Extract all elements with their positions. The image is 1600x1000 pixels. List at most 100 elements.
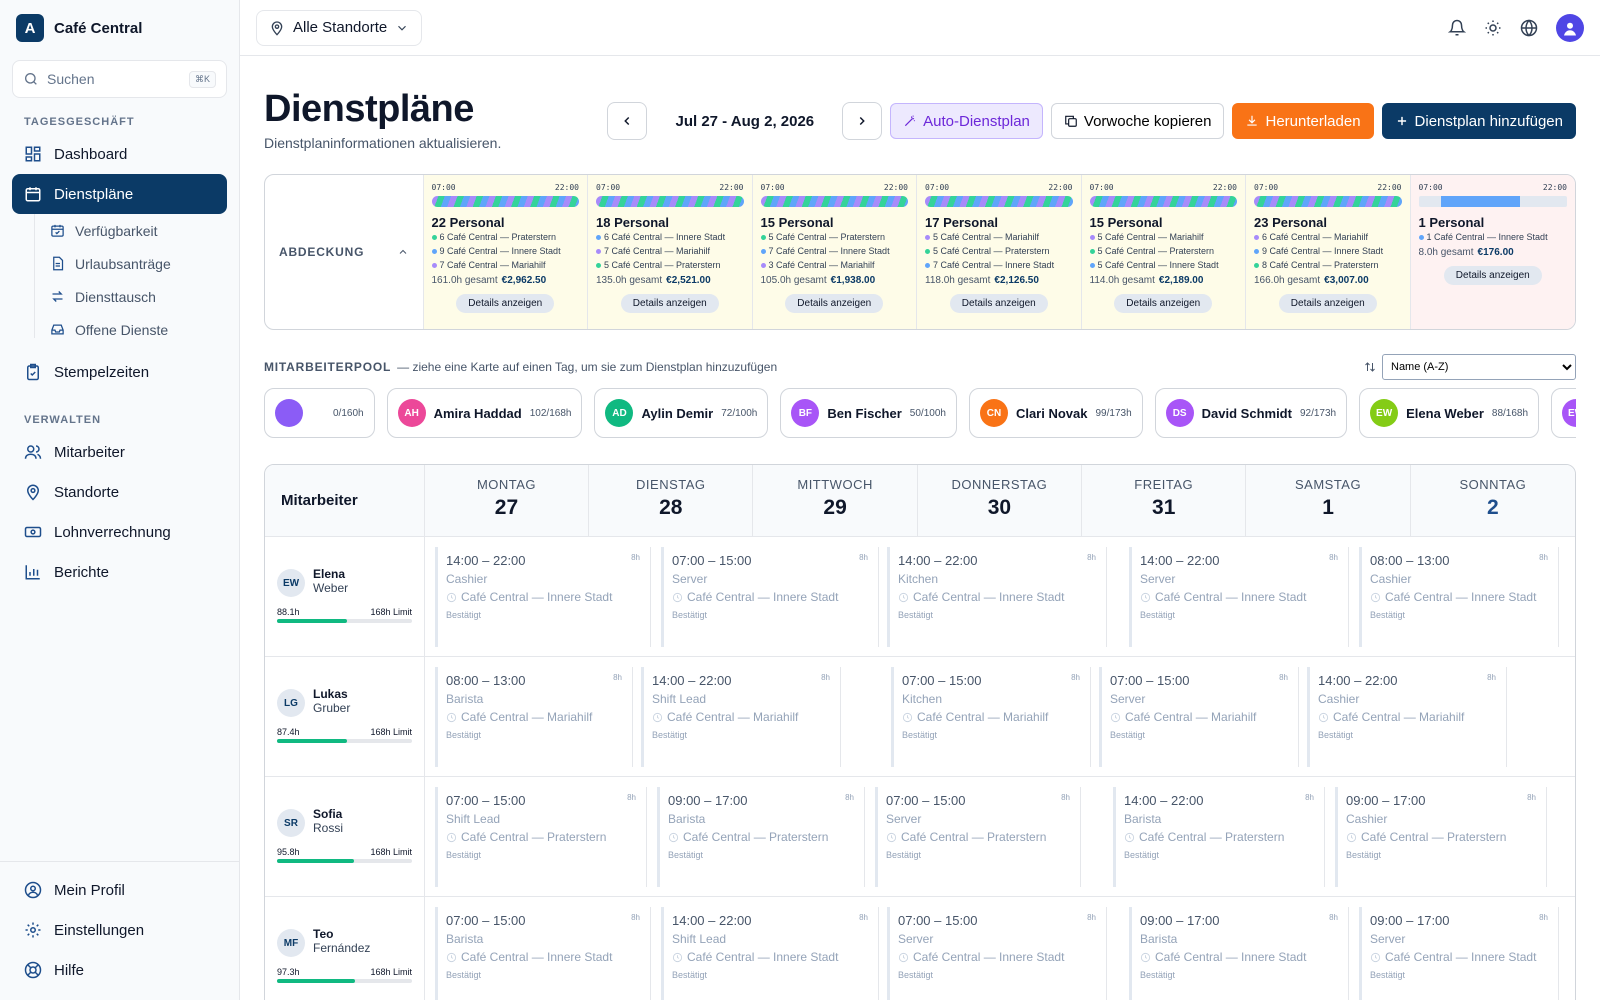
shift-location-label: Café Central — Innere Stadt xyxy=(1385,590,1537,604)
sidebar-item-reports[interactable]: Berichte xyxy=(12,552,227,592)
sort-select[interactable]: Name (A-Z) xyxy=(1382,354,1576,380)
shift-card[interactable]: 14:00 – 22:00 8h Shift Lead Café Central — … xyxy=(641,667,841,767)
shift-card[interactable]: 14:00 – 22:00 8h Shift Lead Café Central — … xyxy=(661,907,879,1000)
shift-card[interactable]: 09:00 – 17:00 8h Server Café Central — Inne… xyxy=(1359,907,1559,1000)
sidebar-subitem-availability[interactable]: Verfügbarkeit xyxy=(38,214,227,247)
details-button[interactable]: Details anzeigen xyxy=(1278,294,1377,313)
sidebar-item-locations[interactable]: Standorte xyxy=(12,472,227,512)
shift-time-range: 07:00 – 15:00 xyxy=(446,793,526,808)
shift-card[interactable]: 14:00 – 22:00 8h Cashier Café Central — Mar… xyxy=(1307,667,1507,767)
shift-location: Café Central — Innere Stadt xyxy=(672,590,868,604)
auto-schedule-button[interactable]: Auto-Dienstplan xyxy=(890,103,1043,139)
details-button[interactable]: Details anzeigen xyxy=(949,294,1048,313)
shift-card[interactable]: 07:00 – 15:00 8h Barista Café Central — Inn… xyxy=(435,907,651,1000)
clock-icon xyxy=(902,712,913,722)
employee-chip[interactable]: EWEli xyxy=(1551,388,1576,438)
shift-card[interactable]: 14:00 – 22:00 8h Barista Café Central — Pra… xyxy=(1113,787,1325,887)
sun-icon[interactable] xyxy=(1484,19,1502,37)
employee-chip[interactable]: AH Amira Haddad 102/168h xyxy=(386,388,583,438)
shift-card[interactable]: 07:00 – 15:00 8h Kitchen Café Central — Mar… xyxy=(891,667,1091,767)
shift-time: 07:00 – 15:00 8h xyxy=(902,673,1080,688)
sidebar-subitem-open-shifts[interactable]: Offene Dienste xyxy=(38,313,227,346)
shift-time-range: 14:00 – 22:00 xyxy=(1318,673,1398,688)
coverage-bar xyxy=(925,196,1073,207)
shift-duration: 8h xyxy=(859,913,868,922)
hours-progress-fill xyxy=(277,859,354,863)
clock-icon xyxy=(446,952,457,962)
sidebar-item-timeclock[interactable]: Stempelzeiten xyxy=(12,352,227,392)
sidebar-subitem-swap[interactable]: Diensttausch xyxy=(38,280,227,313)
employee-chip[interactable]: BF Ben Fischer 50/100h xyxy=(780,388,957,438)
shift-card[interactable]: 14:00 – 22:00 8h Cashier Café Central — Inn… xyxy=(435,547,651,647)
location-dot xyxy=(431,248,437,254)
shift-card[interactable]: 07:00 – 15:00 8h Server Café Central — Inne… xyxy=(887,907,1107,1000)
sidebar-item-dashboard[interactable]: Dashboard xyxy=(12,134,227,174)
location-dot xyxy=(596,262,601,268)
shift-card[interactable]: 14:00 – 22:00 8h Server Café Central — Inne… xyxy=(1129,547,1349,647)
employee-chip-name: Amira Haddad xyxy=(433,405,522,421)
shift-role: Server xyxy=(1370,932,1406,946)
next-week-button[interactable] xyxy=(842,102,883,140)
bell-icon[interactable] xyxy=(1448,19,1466,37)
sidebar-item-profile[interactable]: Mein Profil xyxy=(12,870,227,910)
shift-card[interactable]: 08:00 – 13:00 8h Cashier Café Central — Inn… xyxy=(1359,547,1559,647)
details-button[interactable]: Details anzeigen xyxy=(785,294,884,313)
copy-week-button[interactable]: Vorwoche kopieren xyxy=(1050,103,1225,139)
shift-location-label: Café Central — Innere Stadt xyxy=(461,950,613,964)
employee-last-name: Gruber xyxy=(313,701,351,715)
shift-card[interactable]: 07:00 – 15:00 8h Server Café Central — Inne… xyxy=(661,547,879,647)
details-button[interactable]: Details anzeigen xyxy=(1443,266,1542,285)
download-button[interactable]: Herunterladen xyxy=(1232,103,1374,139)
shift-card[interactable]: 09:00 – 17:00 8h Cashier Café Central — Pra… xyxy=(1335,787,1547,887)
sidebar-item-settings[interactable]: Einstellungen xyxy=(12,910,227,950)
hours-progress-bar xyxy=(277,619,412,623)
shift-card[interactable]: 08:00 – 13:00 8h Barista Café Central — Mar… xyxy=(435,667,633,767)
coverage-toggle[interactable]: ABDECKUNG xyxy=(265,175,424,329)
add-schedule-button[interactable]: Dienstplan hinzufügen xyxy=(1381,103,1576,139)
sidebar-footer: Mein Profil Einstellungen Hilfe xyxy=(0,861,239,1000)
employee-chip[interactable]: DS David Schmidt 92/173h xyxy=(1154,388,1348,438)
shift-location: Café Central — Innere Stadt xyxy=(1140,950,1338,964)
employee-hours: 87.4h 168h Limit xyxy=(277,727,412,737)
coverage-times: 07:00 22:00 xyxy=(1090,183,1238,192)
location-select[interactable]: Alle Standorte xyxy=(256,9,423,46)
coverage-day: 07:00 22:00 15 Personal 5 Café Central — Pr… xyxy=(752,175,917,329)
shift-time: 14:00 – 22:00 8h xyxy=(446,553,640,568)
coverage-location-label: 7 Café Central — Innere Stadt xyxy=(768,246,890,256)
sidebar-subitem-leave[interactable]: Urlaubsanträge xyxy=(38,247,227,280)
shift-card[interactable]: 14:00 – 22:00 8h Kitchen Café Central — Inn… xyxy=(887,547,1107,647)
shift-location-label: Café Central — Innere Stadt xyxy=(913,590,1065,604)
pool-hint: — ziehe eine Karte auf einen Tag, um sie… xyxy=(397,360,778,374)
sort-icon xyxy=(1365,362,1375,372)
day-column-header: FREITAG 31 xyxy=(1082,465,1247,536)
search-icon xyxy=(25,73,37,85)
shift-card[interactable]: 09:00 – 17:00 8h Barista Café Central — Inn… xyxy=(1129,907,1349,1000)
employee-chip[interactable]: 0/160h xyxy=(264,388,375,438)
shift-card[interactable]: 07:00 – 15:00 8h Shift Lead Café Central — … xyxy=(435,787,647,887)
employee-chip[interactable]: AD Aylin Demir 72/100h xyxy=(594,388,769,438)
sidebar-item-payroll[interactable]: Lohnverrechnung xyxy=(12,512,227,552)
sidebar-item-help[interactable]: Hilfe xyxy=(12,950,227,990)
search-input[interactable]: Suchen ⌘K xyxy=(12,60,227,98)
employee-chip[interactable]: EW Elena Weber 88/168h xyxy=(1359,388,1540,438)
shift-time-range: 14:00 – 22:00 xyxy=(898,553,978,568)
details-button[interactable]: Details anzeigen xyxy=(1114,294,1213,313)
sidebar-item-schedules[interactable]: Dienstpläne xyxy=(12,174,227,214)
prev-week-button[interactable] xyxy=(607,102,648,140)
shift-card[interactable]: 09:00 – 17:00 8h Barista Café Central — Pra… xyxy=(657,787,865,887)
shift-duration: 8h xyxy=(845,793,854,802)
schedule-grid: Mitarbeiter MONTAG 27 DIENSTAG 28 MITTWOCH 29… xyxy=(264,464,1576,1000)
shift-card[interactable]: 07:00 – 15:00 8h Server Café Central — Prat… xyxy=(875,787,1081,887)
coverage-bar xyxy=(596,196,744,207)
shift-card[interactable]: 07:00 – 15:00 8h Server Café Central — Mari… xyxy=(1099,667,1299,767)
clock-icon xyxy=(1140,952,1151,962)
sidebar-item-label: Dienstpläne xyxy=(54,185,134,203)
user-avatar[interactable] xyxy=(1556,13,1584,42)
details-button[interactable]: Details anzeigen xyxy=(456,294,555,313)
sidebar-item-employees[interactable]: Mitarbeiter xyxy=(12,432,227,472)
location-dot xyxy=(431,234,437,240)
details-button[interactable]: Details anzeigen xyxy=(620,294,719,313)
globe-icon[interactable] xyxy=(1520,18,1538,37)
shift-role: Barista xyxy=(668,812,706,826)
employee-chip[interactable]: CN Clari Novak 99/173h xyxy=(968,388,1143,438)
